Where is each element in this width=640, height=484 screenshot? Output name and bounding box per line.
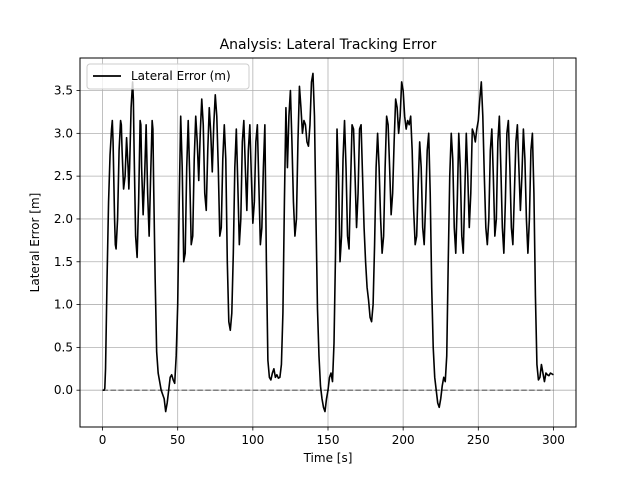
series-line-lateral-error bbox=[102, 72, 554, 413]
y-tick-label: 0.5 bbox=[54, 340, 73, 354]
chart-title: Analysis: Lateral Tracking Error bbox=[220, 37, 437, 53]
legend-box bbox=[86, 63, 250, 90]
y-tick-label: 2.0 bbox=[54, 212, 73, 226]
ticks: 0 50 100 150 200 250 300 0.0 0.5 1.0 1.5 2.0 2.5 3.0 3… bbox=[54, 84, 565, 447]
x-tick-label: 150 bbox=[317, 433, 340, 447]
y-tick-label: 1.0 bbox=[54, 298, 73, 312]
legend-entry-label: Lateral Error (m) bbox=[131, 69, 231, 83]
y-tick-label: 3.5 bbox=[54, 84, 73, 98]
x-axis-label: Time [s] bbox=[303, 451, 353, 465]
y-tick-label: 3.0 bbox=[54, 126, 73, 140]
series-layer bbox=[102, 72, 554, 413]
y-tick-label: 1.5 bbox=[54, 255, 73, 269]
x-tick-label: 300 bbox=[542, 433, 565, 447]
x-tick-label: 250 bbox=[467, 433, 490, 447]
y-tick-label: 2.5 bbox=[54, 169, 73, 183]
x-tick-label: 50 bbox=[170, 433, 185, 447]
y-tick-label: 0.0 bbox=[54, 383, 73, 397]
x-tick-label: 100 bbox=[241, 433, 264, 447]
y-axis-label: Lateral Error [m] bbox=[28, 193, 42, 293]
x-tick-label: 0 bbox=[99, 433, 107, 447]
legend: Lateral Error (m) bbox=[86, 63, 250, 90]
x-tick-label: 200 bbox=[392, 433, 415, 447]
